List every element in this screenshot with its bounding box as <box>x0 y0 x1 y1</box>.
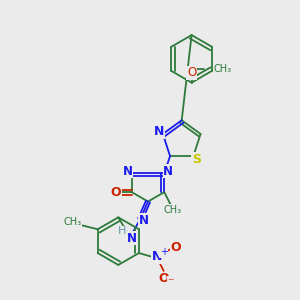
Text: N: N <box>163 165 173 178</box>
Text: N: N <box>123 165 133 178</box>
Text: O: O <box>170 241 181 254</box>
Text: O: O <box>158 272 169 285</box>
Text: N: N <box>152 250 162 263</box>
Text: H: H <box>118 226 126 236</box>
Text: N: N <box>139 214 149 227</box>
Text: ⁻: ⁻ <box>167 276 174 289</box>
Text: O: O <box>111 186 121 199</box>
Text: CH₃: CH₃ <box>213 64 232 74</box>
Text: S: S <box>192 153 201 166</box>
Text: CH₃: CH₃ <box>163 205 181 215</box>
Text: CH₃: CH₃ <box>64 217 82 227</box>
Text: +: + <box>160 247 168 257</box>
Text: N: N <box>127 232 137 245</box>
Text: O: O <box>187 66 196 79</box>
Text: N: N <box>154 125 164 139</box>
